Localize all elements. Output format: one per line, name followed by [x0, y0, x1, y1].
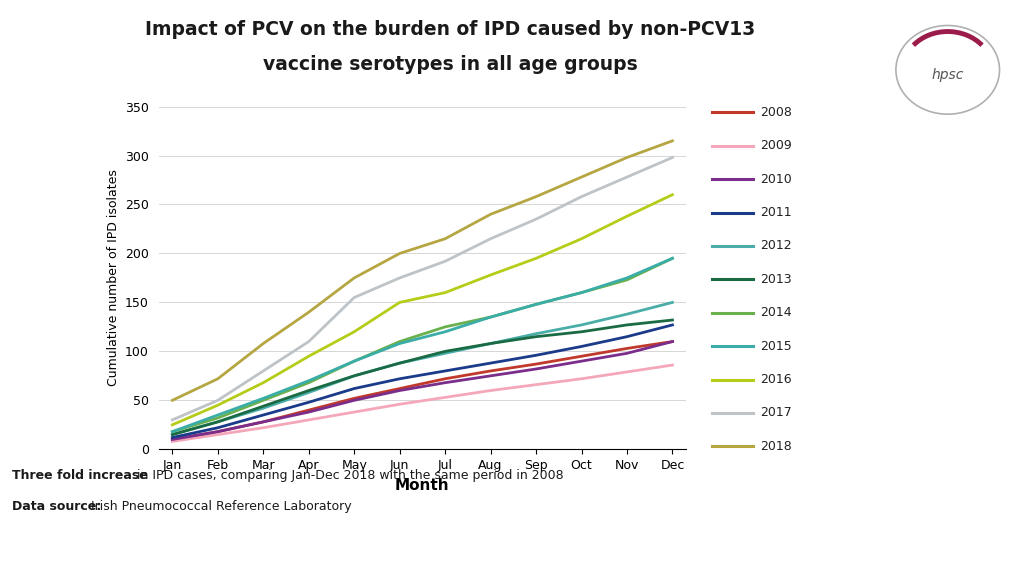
Text: 2015: 2015	[760, 340, 792, 353]
Text: in IPD cases, comparing Jan-Dec 2018 with the same period in 2008: in IPD cases, comparing Jan-Dec 2018 wit…	[133, 469, 564, 482]
Text: 2014: 2014	[760, 306, 792, 319]
Circle shape	[896, 25, 999, 114]
Text: 2018: 2018	[760, 440, 792, 453]
X-axis label: Month: Month	[395, 478, 450, 492]
Text: hpsc: hpsc	[932, 68, 964, 82]
Text: vaccine serotypes in all age groups: vaccine serotypes in all age groups	[263, 55, 638, 74]
Text: 2016: 2016	[760, 373, 792, 386]
Text: Data source:: Data source:	[12, 501, 101, 513]
Text: 14: 14	[995, 555, 1009, 565]
Text: 2011: 2011	[760, 206, 792, 219]
Text: Impact of PCV on the burden of IPD caused by non-PCV13: Impact of PCV on the burden of IPD cause…	[145, 20, 756, 39]
Text: 2017: 2017	[760, 407, 792, 419]
Text: 2009: 2009	[760, 139, 792, 152]
Text: 2012: 2012	[760, 240, 792, 252]
Y-axis label: Cumulative number of IPD isolates: Cumulative number of IPD isolates	[106, 169, 120, 386]
Text: 2010: 2010	[760, 173, 792, 185]
Text: 2008: 2008	[760, 106, 792, 119]
Text: Three fold increase: Three fold increase	[12, 469, 148, 482]
Text: 2013: 2013	[760, 273, 792, 286]
Text: Irish Pneumococcal Reference Laboratory: Irish Pneumococcal Reference Laboratory	[87, 501, 351, 513]
